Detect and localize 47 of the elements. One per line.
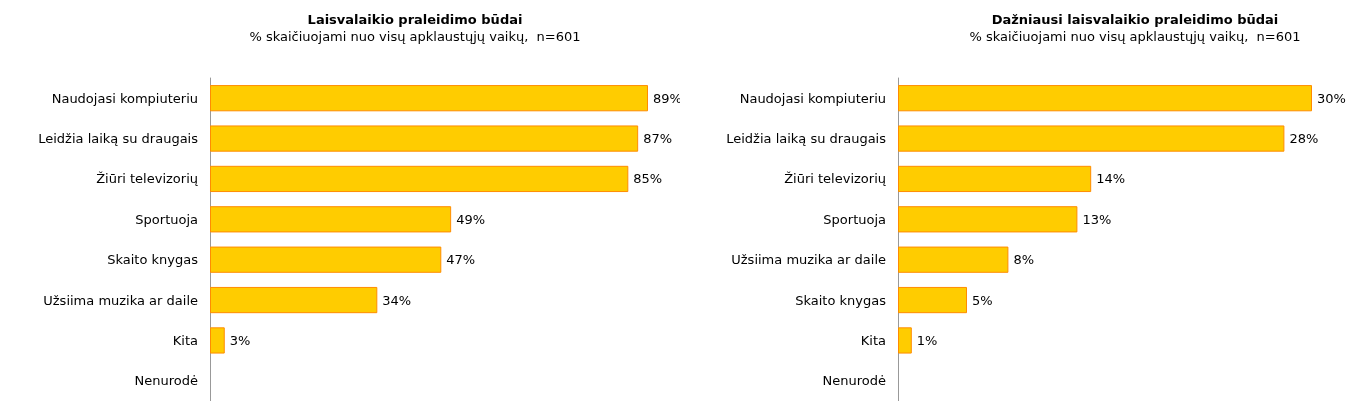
bar: [210, 286, 378, 314]
y-tick-label: Kita: [860, 332, 886, 348]
y-tick-label: Skaito knygas: [107, 252, 199, 268]
data-label: 85%: [633, 171, 663, 187]
y-tick-label: Užsiima muzika ar daile: [43, 292, 198, 308]
data-label: 8%: [1013, 252, 1035, 268]
data-label: 14%: [1096, 171, 1126, 187]
bar: [898, 165, 1092, 193]
bar: [210, 327, 225, 354]
bar: [898, 206, 1078, 233]
data-label: 47%: [446, 252, 476, 268]
bar: [898, 125, 1285, 152]
chart-subtitle: % skaičiuojami nuo visų apklaustųjų vaikų, n=601: [969, 29, 1301, 44]
y-tick-label: Kita: [172, 332, 198, 348]
y-tick-label: Žiūri televizorių: [96, 171, 198, 187]
y-tick-label: Nenurodė: [134, 373, 198, 389]
bar: [210, 85, 648, 112]
y-tick-label: Skaito knygas: [795, 292, 887, 308]
y-tick-label: Leidžia laiką su draugais: [38, 131, 199, 147]
data-label: 1%: [916, 332, 938, 348]
bar: [898, 327, 912, 354]
chart-subtitle: % skaičiuojami nuo visų apklaustųjų vaikų, n=601: [249, 29, 581, 44]
bar: [210, 125, 639, 152]
y-tick-label: Sportuoja: [135, 211, 198, 227]
data-label: 49%: [456, 211, 486, 227]
data-label: 87%: [643, 131, 673, 147]
y-tick-label: Naudojasi kompiuteriu: [51, 90, 198, 106]
data-label: 34%: [382, 292, 412, 308]
y-tick-label: Naudojasi kompiuteriu: [739, 90, 886, 106]
bar: [210, 246, 442, 273]
chart-title: Dažniausi laisvalaikio praleidimo būdai: [991, 12, 1279, 27]
data-label: 13%: [1082, 211, 1112, 227]
bar: [898, 85, 1312, 112]
y-tick-label: Užsiima muzika ar daile: [731, 252, 886, 268]
data-label: 28%: [1289, 131, 1319, 147]
data-label: 5%: [972, 292, 993, 308]
bar: [210, 165, 629, 193]
y-tick-label: Leidžia laiką su draugais: [726, 131, 887, 147]
y-tick-label: Žiūri televizorių: [784, 171, 886, 187]
y-tick-label: Sportuoja: [823, 211, 886, 227]
bar: [210, 206, 452, 233]
y-tick-label: Nenurodė: [822, 373, 886, 389]
bar: [898, 246, 1009, 273]
data-label: 30%: [1317, 90, 1346, 106]
chart-title: Laisvalaikio praleidimo būdai: [307, 12, 523, 27]
data-label: 3%: [229, 332, 251, 348]
bar: [898, 286, 967, 314]
